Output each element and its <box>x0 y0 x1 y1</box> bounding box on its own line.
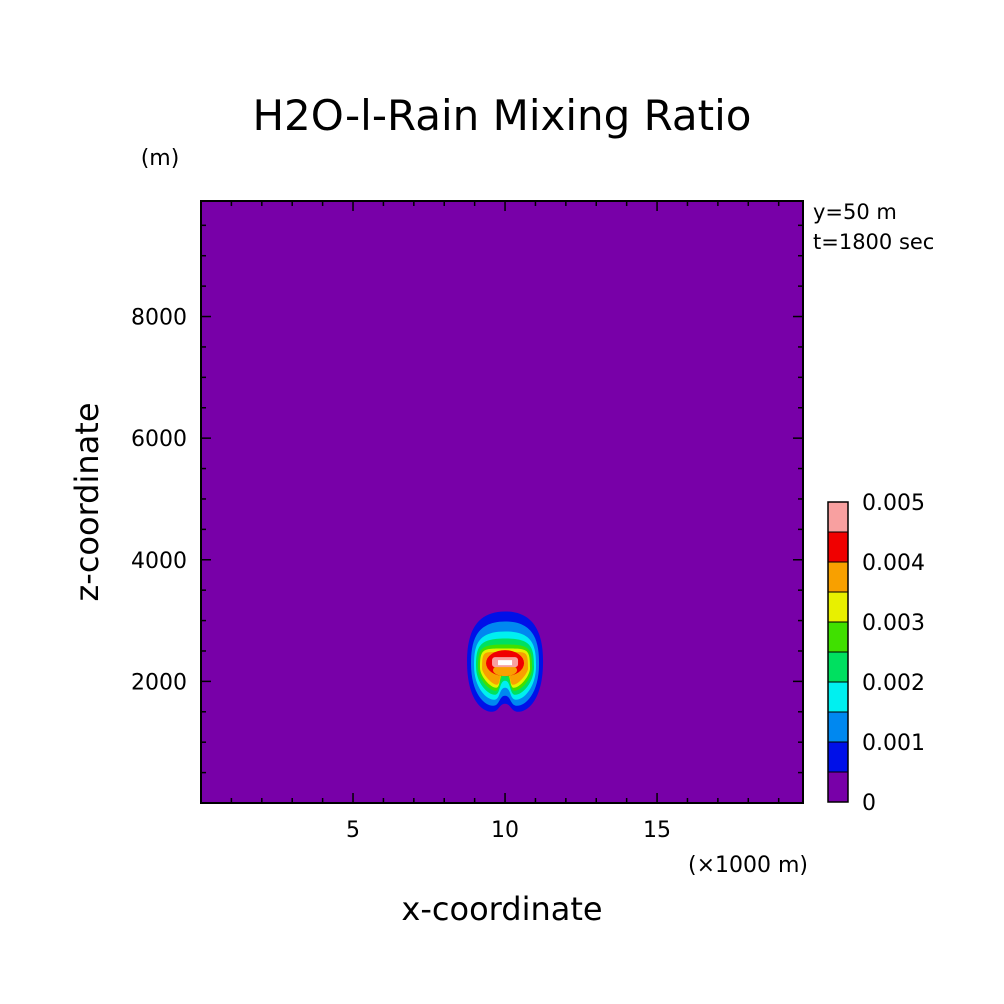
annotation-time: t=1800 sec <box>813 230 934 254</box>
colorbar-swatch <box>827 771 849 803</box>
colorbar-label: 0.004 <box>862 551 925 576</box>
colorbar-swatch <box>827 591 849 623</box>
colorbar-label: 0 <box>862 791 876 816</box>
y-tick-label: 6000 <box>131 427 187 452</box>
x-tick-label: 15 <box>643 818 671 843</box>
colorbar-swatch <box>827 621 849 653</box>
colorbar-swatch <box>827 501 849 533</box>
colorbar-swatch <box>827 681 849 713</box>
x-axis-unit: (×1000 m) <box>688 853 808 878</box>
colorbar-label: 0.005 <box>862 491 925 516</box>
colorbar-swatch <box>827 741 849 773</box>
plot-area <box>201 201 803 803</box>
y-axis-unit: (m) <box>141 146 180 171</box>
colorbar-frame <box>827 501 849 803</box>
colorbar-swatch <box>827 651 849 683</box>
colorbar-swatch <box>827 561 849 593</box>
y-tick-labels: 2000 4000 6000 8000 <box>131 306 187 696</box>
contour-field <box>467 611 544 712</box>
colorbar-label: 0.003 <box>862 611 925 636</box>
chart-title: H2O-l-Rain Mixing Ratio <box>252 91 751 140</box>
y-tick-label: 4000 <box>131 549 187 574</box>
x-tick-label: 10 <box>491 818 519 843</box>
contour-core-max <box>498 660 513 666</box>
colorbar-labels: 0 0.001 0.002 0.003 0.004 0.005 <box>862 491 925 816</box>
x-axis-label: x-coordinate <box>401 890 602 928</box>
colorbar-label: 0.001 <box>862 731 925 756</box>
plot-frame <box>200 200 804 804</box>
colorbar-swatch <box>827 531 849 563</box>
colorbar-label: 0.002 <box>862 671 925 696</box>
colorbar <box>827 501 849 803</box>
x-tick-label: 5 <box>346 818 360 843</box>
x-tick-labels: 5 10 15 <box>346 818 671 843</box>
y-axis-label: z-coordinate <box>68 402 106 601</box>
colorbar-swatch <box>827 711 849 743</box>
y-tick-label: 8000 <box>131 306 187 331</box>
y-tick-label: 2000 <box>131 670 187 695</box>
annotation-y-slice: y=50 m <box>813 200 897 224</box>
